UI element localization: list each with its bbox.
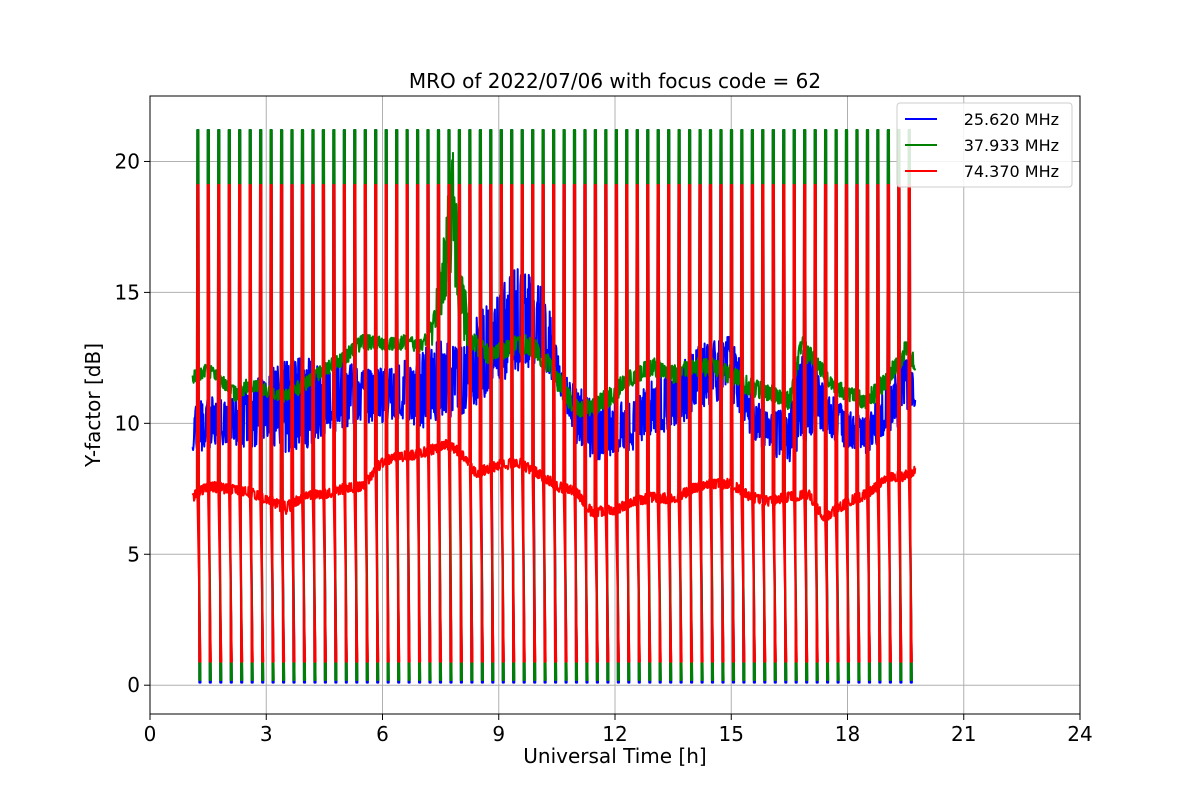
legend: 25.620 MHz 37.933 MHz 74.370 MHz [896,102,1073,188]
y-tick-label: 10 [115,411,140,435]
y-tick-label: 15 [115,280,140,304]
legend-label: 25.620 MHz [964,110,1059,129]
x-tick-label: 0 [144,722,157,746]
y-tick-label: 5 [127,542,140,566]
axis-ticks: 0 3 6 9 12 15 18 21 24 0 5 10 15 20 [115,149,1093,746]
series-layer [191,129,917,684]
chart-title: MRO of 2022/07/06 with focus code = 62 [409,69,821,93]
y-axis-label: Y-factor [dB] [81,343,105,468]
x-tick-label: 9 [492,722,505,746]
plot-area: 0 3 6 9 12 15 18 21 24 0 5 10 15 20 [115,95,1093,746]
legend-box [896,102,1073,188]
y-tick-label: 20 [115,149,140,173]
series-line [191,184,917,663]
x-tick-label: 21 [951,722,976,746]
x-tick-label: 3 [260,722,273,746]
legend-label: 37.933 MHz [964,136,1059,155]
x-tick-label: 6 [376,722,389,746]
x-tick-label: 24 [1067,722,1092,746]
x-tick-label: 15 [719,722,744,746]
y-tick-label: 0 [127,673,140,697]
x-tick-label: 12 [602,722,627,746]
x-axis-label: Universal Time [h] [523,744,706,768]
x-tick-label: 18 [835,722,860,746]
legend-label: 74.370 MHz [964,162,1059,181]
